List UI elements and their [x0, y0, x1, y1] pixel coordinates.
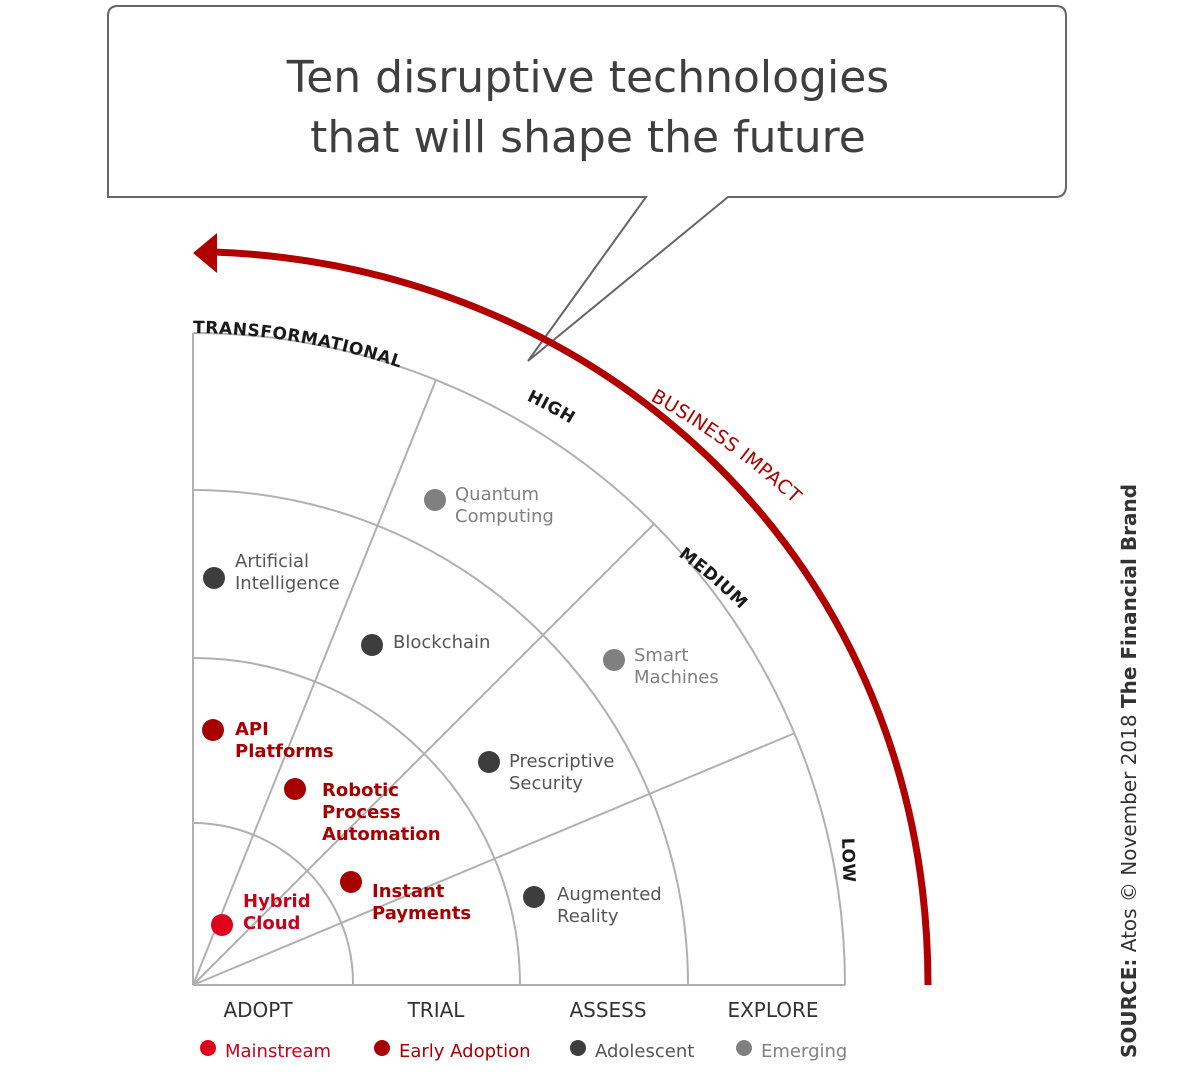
legend-swatch-adolescent	[570, 1040, 586, 1056]
tech-blip-hybrid-cloud: Hybrid Cloud	[211, 891, 311, 936]
tech-label-line: Prescriptive	[509, 751, 615, 772]
tech-dot-robotic-process-automation	[284, 778, 306, 800]
legend-swatch-mainstream	[200, 1040, 216, 1056]
tech-label-line: Automation	[322, 824, 441, 845]
tech-blip-smart-machines: Smart Machines	[603, 645, 719, 688]
ring-label-transformational: TRANSFORMATIONAL	[193, 318, 404, 373]
tech-label-line: Intelligence	[235, 573, 340, 594]
tech-label-line: Computing	[455, 506, 554, 527]
tech-blip-prescriptive-security: Prescriptive Security	[478, 751, 615, 794]
tech-label-line: Instant	[372, 881, 445, 902]
business-impact-arrowhead	[193, 233, 217, 273]
tech-label-blockchain: Blockchain	[393, 632, 490, 653]
tech-label-line: Cloud	[243, 913, 300, 934]
source-credit: SOURCE: Atos © November 2018 The Financi…	[1117, 484, 1141, 1058]
tech-blip-blockchain: Blockchain	[361, 632, 490, 656]
tech-label-api-platforms: API Platforms	[235, 719, 334, 762]
tech-blip-instant-payments: Instant Payments	[340, 871, 471, 924]
legend-label-early-adoption: Early Adoption	[399, 1041, 531, 1062]
tech-label-line: Robotic	[322, 780, 399, 801]
legend-item-adolescent: Adolescent	[570, 1040, 694, 1062]
tech-blip-robotic-process-automation: Robotic Process Automation	[284, 778, 441, 845]
business-impact-arrow	[213, 248, 932, 986]
title-line-1: Ten disruptive technologies	[286, 52, 889, 103]
tech-dot-hybrid-cloud	[211, 914, 233, 936]
legend-item-mainstream: Mainstream	[200, 1040, 331, 1062]
svg-text:MEDIUM: MEDIUM	[675, 544, 751, 613]
tech-blip-augmented-reality: Augmented Reality	[523, 884, 662, 927]
source-brand: The Financial Brand	[1117, 484, 1141, 708]
legend: Mainstream Early Adoption Adolescent Eme…	[200, 1040, 847, 1062]
tech-dot-smart-machines	[603, 649, 625, 671]
svg-text:TRANSFORMATIONAL: TRANSFORMATIONAL	[193, 318, 405, 373]
tech-label-line: API	[235, 719, 269, 740]
ring-label-high: HIGH	[524, 387, 578, 429]
tech-label-line: Process	[322, 802, 401, 823]
tech-dot-api-platforms	[202, 719, 224, 741]
speech-bubble	[107, 5, 1067, 362]
tech-dot-artificial-intelligence	[203, 567, 225, 589]
tech-label-line: Platforms	[235, 741, 334, 762]
sector-divider-1	[192, 379, 437, 986]
legend-label-mainstream: Mainstream	[225, 1041, 331, 1062]
tech-dot-prescriptive-security	[478, 751, 500, 773]
tech-dot-augmented-reality	[523, 886, 545, 908]
legend-swatch-early-adoption	[374, 1040, 390, 1056]
svg-text:BUSINESS IMPACT: BUSINESS IMPACT	[648, 385, 806, 508]
radar-grid	[192, 332, 846, 986]
tech-label-line: Quantum	[455, 484, 539, 505]
ring-label-low: LOW	[837, 837, 859, 883]
technology-blips: Quantum Computing Artificial Intelligence Bl…	[202, 484, 719, 936]
tech-label-hybrid-cloud: Hybrid Cloud	[243, 891, 311, 934]
legend-label-emerging: Emerging	[761, 1041, 847, 1062]
source-prefix: SOURCE:	[1117, 959, 1141, 1058]
ring-label-medium: MEDIUM	[675, 544, 751, 613]
column-label-assess: ASSESS	[569, 998, 646, 1022]
tech-label-line: Reality	[557, 906, 619, 927]
legend-item-early-adoption: Early Adoption	[374, 1040, 531, 1062]
tech-label-line: Security	[509, 773, 583, 794]
column-label-explore: EXPLORE	[727, 998, 818, 1022]
title-line-2: that will shape the future	[310, 112, 866, 163]
legend-swatch-emerging	[736, 1040, 752, 1056]
column-label-trial: TRIAL	[407, 998, 466, 1022]
tech-label-line: Artificial	[235, 551, 309, 572]
tech-label-smart-machines: Smart Machines	[634, 645, 719, 688]
tech-label-line: Blockchain	[393, 632, 490, 653]
column-label-adopt: ADOPT	[223, 998, 293, 1022]
source-text: Atos © November 2018	[1117, 708, 1141, 959]
svg-text:HIGH: HIGH	[524, 387, 578, 429]
tech-label-quantum-computing: Quantum Computing	[455, 484, 554, 527]
sector-divider-3	[192, 732, 796, 986]
tech-dot-quantum-computing	[424, 489, 446, 511]
tech-label-line: Smart	[634, 645, 688, 666]
tech-label-robotic-process-automation: Robotic Process Automation	[322, 780, 441, 845]
tech-dot-blockchain	[361, 634, 383, 656]
tech-label-augmented-reality: Augmented Reality	[557, 884, 662, 927]
tech-label-line: Hybrid	[243, 891, 311, 912]
tech-label-line: Augmented	[557, 884, 662, 905]
tech-blip-artificial-intelligence: Artificial Intelligence	[203, 551, 340, 594]
legend-item-emerging: Emerging	[736, 1040, 847, 1062]
tech-dot-instant-payments	[340, 871, 362, 893]
tech-label-artificial-intelligence: Artificial Intelligence	[235, 551, 340, 594]
business-impact-label: BUSINESS IMPACT	[648, 385, 806, 508]
tech-label-instant-payments: Instant Payments	[372, 881, 471, 924]
tech-label-line: Payments	[372, 903, 471, 924]
sector-divider-2	[192, 523, 655, 986]
tech-label-prescriptive-security: Prescriptive Security	[509, 751, 615, 794]
legend-label-adolescent: Adolescent	[595, 1041, 694, 1062]
tech-blip-api-platforms: API Platforms	[202, 719, 334, 762]
tech-blip-quantum-computing: Quantum Computing	[424, 484, 554, 527]
tech-label-line: Machines	[634, 667, 719, 688]
